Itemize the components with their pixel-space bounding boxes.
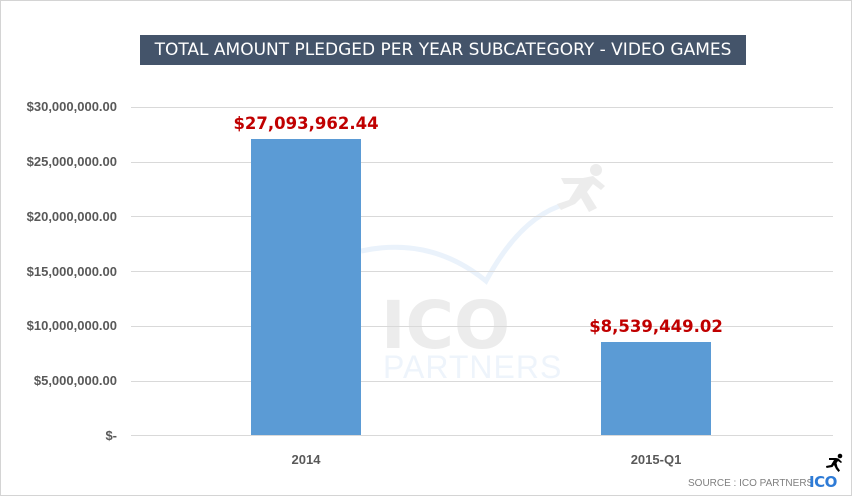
gridline <box>131 216 833 217</box>
runner-icon <box>557 164 605 212</box>
gridline <box>131 271 833 272</box>
gridline <box>131 107 833 108</box>
bar-2014 <box>251 139 361 435</box>
runner-icon <box>826 453 843 472</box>
bar-value-label-2015-q1: $8,539,449.02 <box>589 317 723 336</box>
x-axis-line <box>131 435 833 436</box>
y-tick-label: $15,000,000.00 <box>26 264 117 279</box>
chart-title: TOTAL AMOUNT PLEDGED PER YEAR SUBCATEGOR… <box>140 35 746 65</box>
gridline <box>131 162 833 163</box>
bar-2015-q1 <box>601 342 711 435</box>
svg-text:PARTNERS: PARTNERS <box>383 349 562 381</box>
x-tick-label: 2014 <box>291 452 321 467</box>
y-tick-label: $20,000,000.00 <box>26 209 117 224</box>
ico-partners-watermark: ICO PARTNERS <box>361 164 605 381</box>
ico-logo: ICO <box>809 473 837 491</box>
gridline <box>131 326 833 327</box>
gridline <box>131 381 833 382</box>
source-note: SOURCE : ICO PARTNERS <box>688 478 814 489</box>
x-tick-label: 2015-Q1 <box>630 452 682 467</box>
y-tick-label: $25,000,000.00 <box>26 154 117 169</box>
y-tick-label: $5,000,000.00 <box>33 373 117 388</box>
y-tick-label: $10,000,000.00 <box>26 318 117 333</box>
bar-value-label-2014: $27,093,962.44 <box>233 114 379 133</box>
y-tick-label: $- <box>105 428 117 443</box>
y-tick-label: $30,000,000.00 <box>26 99 117 114</box>
